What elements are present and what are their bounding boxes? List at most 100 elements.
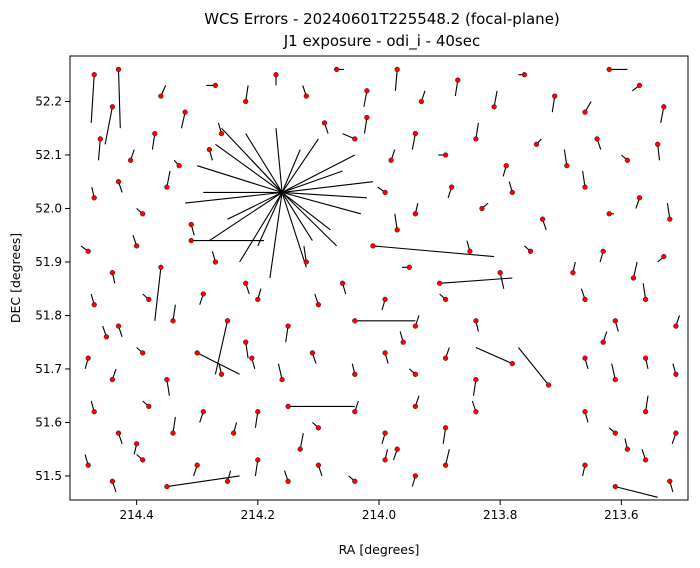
source-point: [394, 66, 400, 73]
source-point: [582, 109, 588, 115]
source-point: [200, 409, 206, 415]
source-point: [600, 339, 606, 345]
error-vector: [180, 112, 186, 129]
source-point: [255, 457, 261, 463]
error-vector: [285, 326, 289, 343]
source-point: [85, 355, 91, 361]
source-point: [97, 136, 103, 142]
source-point: [449, 184, 455, 190]
error-vector: [303, 245, 307, 263]
source-point: [352, 371, 358, 377]
error-vector: [245, 342, 249, 359]
source-point: [582, 462, 588, 468]
source-point: [400, 339, 406, 345]
error-vector: [632, 261, 638, 279]
source-point: [188, 238, 194, 244]
error-vector: [517, 347, 550, 386]
y-tick-label: 51.5: [35, 469, 62, 483]
error-vector: [472, 379, 477, 396]
source-point: [570, 270, 576, 276]
source-point: [109, 270, 116, 276]
error-vector: [214, 320, 229, 375]
source-point: [636, 82, 643, 89]
source-point: [218, 371, 225, 377]
source-point: [164, 377, 170, 383]
source-point: [673, 430, 679, 436]
burst-vector: [275, 128, 283, 193]
burst-vector: [227, 191, 283, 220]
source-point: [527, 248, 534, 254]
source-point: [134, 441, 140, 447]
error-vector: [254, 411, 259, 428]
source-point: [364, 88, 370, 94]
source-point: [352, 409, 358, 415]
source-point: [200, 291, 206, 297]
source-point: [636, 195, 643, 201]
source-point: [612, 430, 618, 436]
x-tick-label: 213.8: [483, 508, 517, 522]
error-vector: [151, 133, 156, 150]
source-point: [231, 430, 237, 436]
source-point: [140, 350, 146, 356]
source-point: [473, 136, 479, 142]
source-point: [479, 205, 485, 212]
source-point: [164, 184, 170, 190]
y-axis-ticks: 51.5 51.6 51.7 51.8 51.9 52.0 52.1 52.2: [35, 94, 70, 483]
error-vector: [172, 304, 176, 321]
source-point: [412, 211, 419, 217]
source-point: [115, 430, 122, 436]
source-point: [412, 473, 419, 479]
error-vector: [645, 395, 649, 412]
source-point: [249, 355, 255, 361]
source-point: [406, 264, 412, 270]
source-point: [273, 72, 279, 78]
burst-vector: [281, 138, 319, 193]
source-point: [564, 163, 570, 169]
source-point: [218, 131, 225, 137]
burst-vector: [282, 181, 373, 193]
source-point: [437, 280, 443, 286]
source-point: [182, 109, 188, 115]
source-point: [612, 318, 618, 324]
burst-vector: [281, 191, 331, 231]
error-vector: [172, 417, 176, 434]
burst-vector: [185, 191, 283, 204]
error-vector: [439, 277, 513, 284]
source-point: [382, 296, 388, 303]
burst-vector: [245, 133, 283, 193]
burst-vector: [215, 143, 283, 193]
source-point: [243, 280, 249, 286]
source-point: [443, 296, 449, 303]
source-point: [600, 248, 606, 254]
source-point: [673, 371, 679, 377]
source-point: [673, 323, 679, 329]
source-point: [370, 243, 376, 249]
source-point: [109, 377, 116, 383]
burst-vector: [197, 165, 283, 193]
source-point: [661, 254, 667, 260]
source-point: [255, 409, 261, 415]
source-point: [642, 355, 649, 361]
source-point: [539, 216, 546, 222]
error-vector: [657, 144, 661, 161]
source-point: [224, 318, 231, 324]
source-point: [146, 403, 152, 410]
burst-vector: [239, 192, 283, 263]
x-tick-label: 213.6: [604, 508, 638, 522]
source-point: [443, 462, 449, 468]
source-point: [158, 93, 164, 99]
source-point: [170, 430, 176, 436]
source-point: [352, 318, 358, 324]
source-point: [285, 403, 291, 410]
source-point: [152, 131, 158, 137]
source-point: [334, 66, 340, 73]
x-axis-ticks: 214.4 214.2 214.0 213.8 213.6: [119, 500, 639, 522]
error-vector: [372, 245, 495, 258]
source-point: [624, 446, 631, 452]
burst-vector: [281, 192, 307, 268]
x-axis-label: RA [degrees]: [339, 542, 420, 557]
error-vector: [475, 346, 513, 365]
source-point: [382, 430, 388, 436]
source-point: [364, 114, 370, 121]
